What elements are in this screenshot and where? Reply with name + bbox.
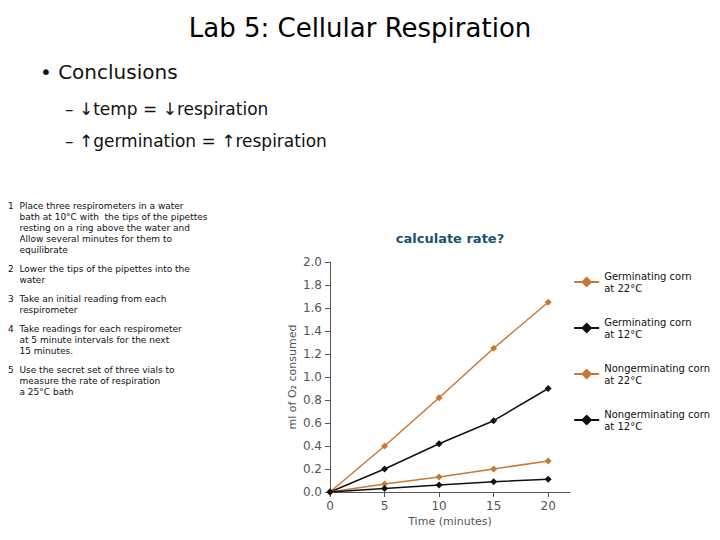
svg-text:20: 20 [541,499,556,513]
svg-text:– ↓temp = ↓respiration: – ↓temp = ↓respiration [65,99,268,119]
svg-text:a 25°C bath: a 25°C bath [8,387,73,397]
svg-text:0.0: 0.0 [303,485,322,499]
svg-text:15 minutes.: 15 minutes. [8,346,73,356]
svg-text:0: 0 [326,499,334,513]
svg-text:0.8: 0.8 [303,393,322,407]
svg-text:2 Lower the tips of the pipet: 2 Lower the tips of the pipettes into th… [8,264,190,274]
svg-text:2.0: 2.0 [303,255,322,269]
svg-text:Allow several minutes for them: Allow several minutes for them to [8,234,172,244]
svg-text:at 5 minute intervals for the: at 5 minute intervals for the next [8,335,170,345]
svg-text:5: 5 [381,499,389,513]
svg-text:1.6: 1.6 [303,301,322,315]
svg-text:3 Take an initial reading fro: 3 Take an initial reading from each [8,294,167,304]
svg-text:respirometer: respirometer [8,305,78,315]
svg-text:Time (minutes): Time (minutes) [407,515,492,528]
svg-text:10: 10 [431,499,446,513]
svg-text:0.2: 0.2 [303,462,322,476]
svg-text:at 12°C: at 12°C [604,421,642,432]
svg-text:at 22°C: at 22°C [604,375,642,386]
svg-text:measure the rate of respiratio: measure the rate of respiration [8,376,160,386]
svg-text:equilibrate: equilibrate [8,245,68,255]
svg-text:1.2: 1.2 [303,347,322,361]
svg-text:0.4: 0.4 [303,439,322,453]
svg-text:Nongerminating corn: Nongerminating corn [604,363,710,374]
svg-text:calculate rate?: calculate rate? [396,231,504,246]
svg-text:at 22°C: at 22°C [604,283,642,294]
svg-text:1.0: 1.0 [303,370,322,384]
svg-text:Germinating corn: Germinating corn [604,317,691,328]
svg-text:water: water [8,275,45,285]
svg-text:1.4: 1.4 [303,324,322,338]
svg-text:• Conclusions: • Conclusions [40,60,178,84]
svg-text:bath at 10°C with the tips of: bath at 10°C with the tips of the pipett… [8,212,208,222]
svg-text:15: 15 [486,499,501,513]
svg-text:at 12°C: at 12°C [604,329,642,340]
svg-text:1.8: 1.8 [303,278,322,292]
svg-text:– ↑germination = ↑respiration: – ↑germination = ↑respiration [65,131,327,151]
svg-text:Nongerminating corn: Nongerminating corn [604,409,710,420]
svg-text:5 Use the secret set of three: 5 Use the secret set of three vials to [8,365,175,375]
svg-text:Lab 5: Cellular Respiration: Lab 5: Cellular Respiration [189,13,532,43]
svg-text:Germinating corn: Germinating corn [604,271,691,282]
svg-text:4 Take readings for each resp: 4 Take readings for each respirometer [8,324,182,334]
svg-text:0.6: 0.6 [303,416,322,430]
svg-text:1 Place three respirometers i: 1 Place three respirometers in a water [8,201,184,211]
svg-text:resting on a ring above the wa: resting on a ring above the water and [8,223,190,233]
svg-text:ml of O₂ consumed: ml of O₂ consumed [286,325,299,430]
